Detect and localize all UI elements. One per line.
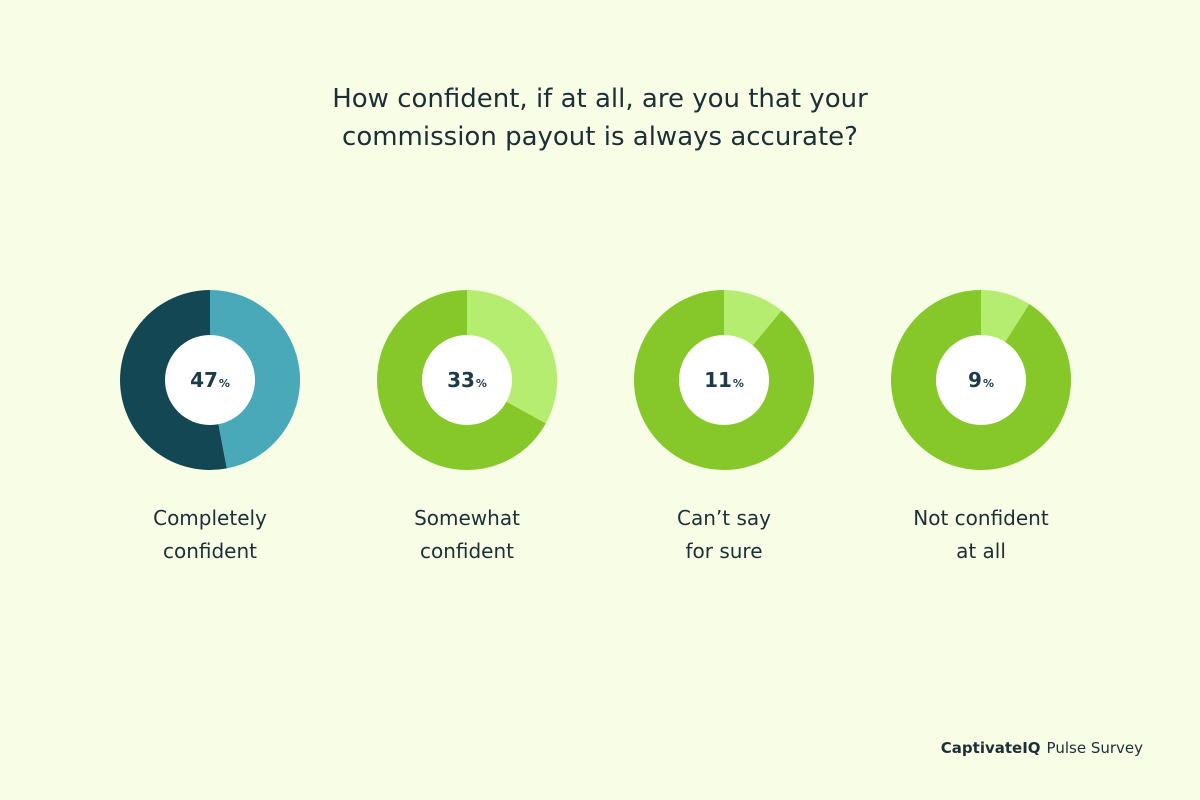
donut-cant-say-for-sure: 11% <box>634 290 814 470</box>
category-label-line-2: at all <box>956 539 1006 563</box>
category-label-line-2: confident <box>162 539 258 563</box>
category-label-line-2: confident <box>419 539 515 563</box>
donut-svg <box>891 290 1071 470</box>
donut-value-number: 9 <box>968 368 982 392</box>
percent-sign: % <box>732 376 744 390</box>
category-label-line-1: Not confident <box>913 506 1049 530</box>
source-footer: CaptivateIQ Pulse Survey <box>941 739 1143 757</box>
category-label-somewhat-confident: Somewhat confident <box>357 502 577 568</box>
donut-value-number: 47 <box>190 368 218 392</box>
donut-hole <box>679 335 769 425</box>
percent-sign: % <box>218 376 230 390</box>
donut-svg <box>120 290 300 470</box>
brand-name: CaptivateIQ <box>940 739 1041 757</box>
category-label-line-1: Somewhat <box>414 506 520 530</box>
donut-value-number: 33 <box>447 368 475 392</box>
category-label-completely-confident: Completely confident <box>100 502 320 568</box>
percent-sign: % <box>475 376 487 390</box>
survey-name: Pulse Survey <box>1046 739 1143 757</box>
donut-value-arc <box>210 290 300 469</box>
donut-value-number: 11 <box>704 368 732 392</box>
donut-value-label: 9% <box>891 290 1071 470</box>
category-label-line-2: for sure <box>685 539 763 563</box>
chart-title-line-1: How confident, if at all, are you that y… <box>332 84 868 114</box>
chart-title-line-2: commission payout is always accurate? <box>342 122 858 152</box>
donut-hole <box>165 335 255 425</box>
donut-value-label: 47% <box>120 290 300 470</box>
category-label-line-1: Can’t say <box>677 506 771 530</box>
donut-hole <box>936 335 1026 425</box>
donut-somewhat-confident: 33% <box>377 290 557 470</box>
donut-hole <box>422 335 512 425</box>
donut-svg <box>634 290 814 470</box>
donut-value-label: 11% <box>634 290 814 470</box>
percent-sign: % <box>982 376 994 390</box>
chart-title: How confident, if at all, are you that y… <box>0 80 1200 156</box>
category-label-cant-say-for-sure: Can’t say for sure <box>614 502 834 568</box>
category-label-not-confident-at-all: Not confident at all <box>871 502 1091 568</box>
category-label-line-1: Completely <box>153 506 267 530</box>
donut-completely-confident: 47% <box>120 290 300 470</box>
donut-svg <box>377 290 557 470</box>
donut-not-confident-at-all: 9% <box>891 290 1071 470</box>
donut-value-label: 33% <box>377 290 557 470</box>
